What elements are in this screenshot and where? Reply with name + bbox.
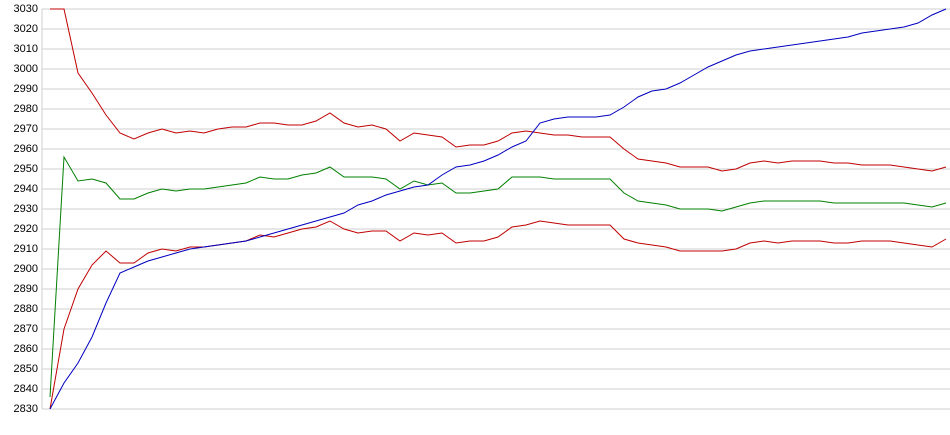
series-line: [49, 155, 947, 398]
y-tick-label: 2940: [14, 183, 38, 195]
y-tick-label: 2930: [14, 203, 38, 215]
y-tick-label: 2880: [14, 303, 38, 315]
series-line: [50, 8, 947, 172]
y-tick-label: 3020: [14, 23, 38, 35]
y-tick-label: 2980: [14, 103, 38, 115]
y-tick-label: 2970: [14, 123, 38, 135]
y-tick-label: 3010: [14, 43, 38, 55]
y-tick-label: 2960: [14, 143, 38, 155]
y-tick-label: 2840: [14, 383, 38, 395]
y-tick-label: 3030: [14, 3, 38, 15]
y-tick-label: 2910: [14, 243, 38, 255]
y-tick-label: 2890: [14, 283, 38, 295]
series-line: [49, 220, 947, 410]
y-tick-label: 2860: [14, 343, 38, 355]
y-tick-label: 2850: [14, 363, 38, 375]
y-tick-label: 2870: [14, 323, 38, 335]
y-tick-label: 3000: [14, 63, 38, 75]
y-tick-label: 2950: [14, 163, 38, 175]
y-tick-label: 2830: [14, 403, 38, 415]
series-line: [49, 8, 947, 410]
y-tick-label: 2900: [14, 263, 38, 275]
y-tick-label: 2920: [14, 223, 38, 235]
y-tick-label: 2990: [14, 83, 38, 95]
